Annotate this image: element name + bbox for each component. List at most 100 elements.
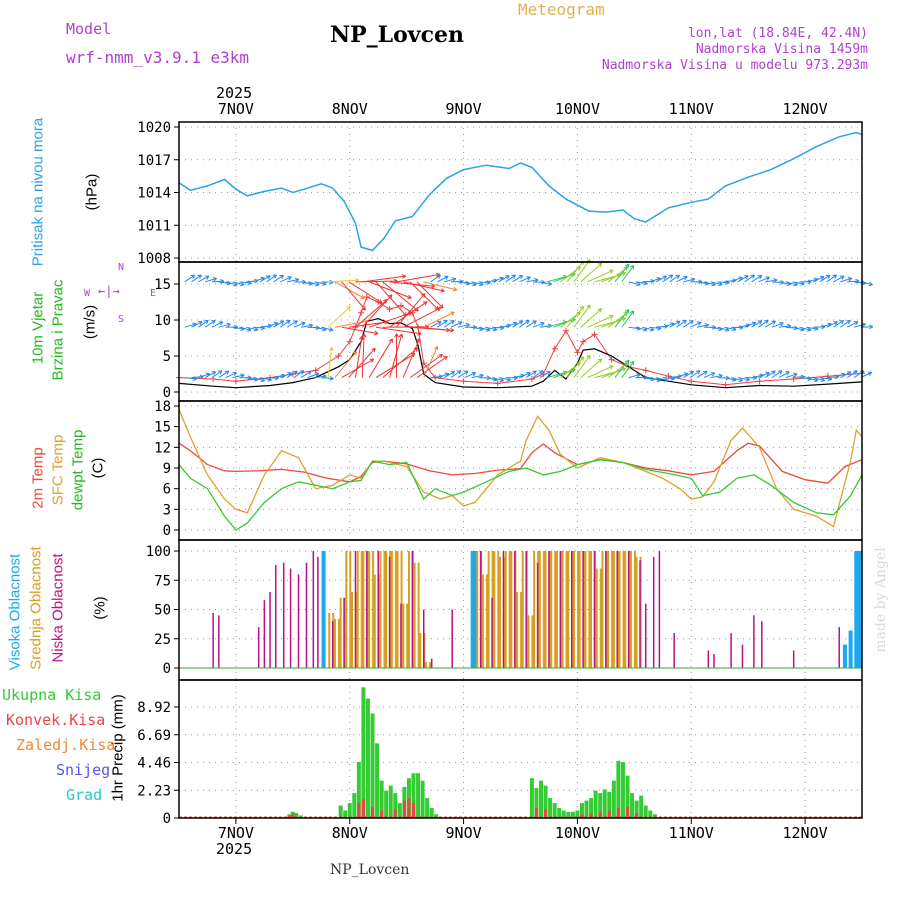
wind-arrow-head: [388, 338, 393, 343]
wind-arrow-head: [779, 321, 784, 327]
wind-arrow: [580, 308, 603, 328]
wind-arrow: [792, 376, 805, 379]
cloud-mid-bar: [362, 551, 365, 668]
wind-arrow-head: [868, 281, 873, 287]
wind-arrow: [751, 374, 764, 379]
wind-arrow: [764, 370, 776, 379]
wind-arrow: [792, 326, 805, 331]
wind-arrow-head: [751, 321, 757, 326]
precip-total-bar: [598, 793, 603, 818]
cloud-low-bar: [282, 562, 285, 668]
cloud-low-bar: [605, 551, 607, 668]
wind-arrow: [525, 320, 537, 328]
wind-arrow: [443, 371, 455, 379]
cloud-low-bar: [514, 551, 516, 668]
wind-arrow: [204, 371, 216, 379]
wind-arrow: [232, 374, 245, 379]
wind-arrow: [430, 320, 442, 328]
wind-arrow-head: [449, 327, 455, 333]
cloud-low-bar: [289, 568, 292, 668]
precip-total-bar: [570, 811, 575, 818]
wind-arrow: [280, 276, 292, 283]
wind-arrow-head: [211, 320, 216, 325]
wind-arrow: [498, 275, 510, 283]
wind-arrow: [485, 377, 498, 381]
precip-total-bar: [393, 793, 398, 818]
cloud-mid-bar: [601, 551, 604, 668]
wind-arrow: [792, 281, 805, 285]
wind-arrow: [546, 371, 568, 379]
wind-arrow: [819, 323, 832, 328]
wind-arrow: [198, 275, 210, 283]
wind-arrow-head: [226, 322, 231, 328]
cloud-low-bar: [627, 551, 630, 668]
wind-arrow: [765, 279, 778, 283]
wind-arrow: [375, 353, 416, 379]
cloud-mid-bar: [390, 551, 393, 668]
cloud-mid-bar: [345, 551, 348, 668]
wind-arrow-head: [586, 304, 591, 309]
day-label-top: 8NOV: [332, 100, 368, 118]
wind-arrow: [341, 358, 374, 379]
cloud-mid-bar: [402, 603, 405, 668]
wind-arrow: [519, 319, 530, 328]
wind-arrow: [266, 274, 277, 283]
y-tick-label: 0: [163, 661, 171, 677]
wind-arrow: [368, 338, 393, 378]
precip-total-bar: [593, 790, 598, 818]
wind-arrow-head: [525, 319, 530, 325]
cloud-mid-bar: [595, 568, 598, 668]
wind-gust-marker: [335, 353, 342, 359]
wind-arrow: [423, 346, 438, 378]
wind-arrow-head: [869, 324, 874, 330]
wind-arrow: [717, 281, 730, 284]
wind-arrow: [812, 377, 825, 382]
precip-total-bar: [529, 778, 534, 818]
wind-arrow: [628, 281, 641, 286]
wind-arrow: [785, 373, 798, 379]
wind-arrow-head: [198, 321, 203, 326]
cloud-mid-bar-edge: [417, 562, 420, 668]
wind-arrow: [703, 372, 716, 379]
wind-arrow: [676, 276, 688, 283]
wind-arrow-head: [217, 370, 223, 375]
wind-arrow-head: [744, 275, 749, 280]
wind-arrow: [259, 275, 271, 283]
coords-text: lon,lat (18.84E, 42.4N): [687, 26, 868, 41]
temp-dewpt-line: [178, 459, 863, 531]
wind-arrow-head: [608, 269, 614, 274]
panel-frame: [178, 679, 863, 819]
day-label-bottom: 9NOV: [446, 824, 482, 842]
wind-arrow: [853, 323, 866, 328]
wind-arrow-head: [511, 274, 516, 279]
cloud-mid-bar: [481, 574, 484, 668]
day-label-bottom: 7NOV: [218, 824, 254, 842]
precip-total-bar: [557, 808, 562, 818]
cloud-mid-bar-edge: [611, 551, 614, 668]
wind-arrow: [293, 370, 305, 379]
cloud-mid-bar: [328, 613, 331, 668]
cloud-mid-bar: [504, 551, 507, 668]
wind-arrow: [287, 278, 299, 283]
wind-arrow-head: [394, 333, 399, 338]
cloud-low-bar: [479, 551, 482, 668]
wind-arrow: [833, 275, 845, 283]
wind-arrow: [341, 281, 366, 311]
legend-snow: Snijeg: [56, 761, 111, 779]
wind-arrow: [539, 371, 551, 379]
cloud-mid-bar: [555, 551, 558, 668]
wind-arrow: [368, 312, 413, 328]
cloud-mid-bar: [521, 551, 524, 668]
wind-arrow: [649, 377, 661, 382]
precip-total-bar: [639, 795, 644, 818]
precip-total-bar: [634, 800, 639, 818]
wind-arrow-head: [710, 372, 716, 377]
wind-arrow: [833, 373, 846, 379]
wind-arrow: [423, 281, 457, 291]
footer-station: NP_Lovcen: [330, 862, 410, 878]
compass-arrow-icon: ←|→: [98, 284, 120, 298]
wind-arrow-head: [547, 281, 552, 286]
wind-arrow: [382, 347, 418, 378]
wind-arrow: [444, 278, 456, 283]
cloud-low-bar: [593, 551, 596, 668]
